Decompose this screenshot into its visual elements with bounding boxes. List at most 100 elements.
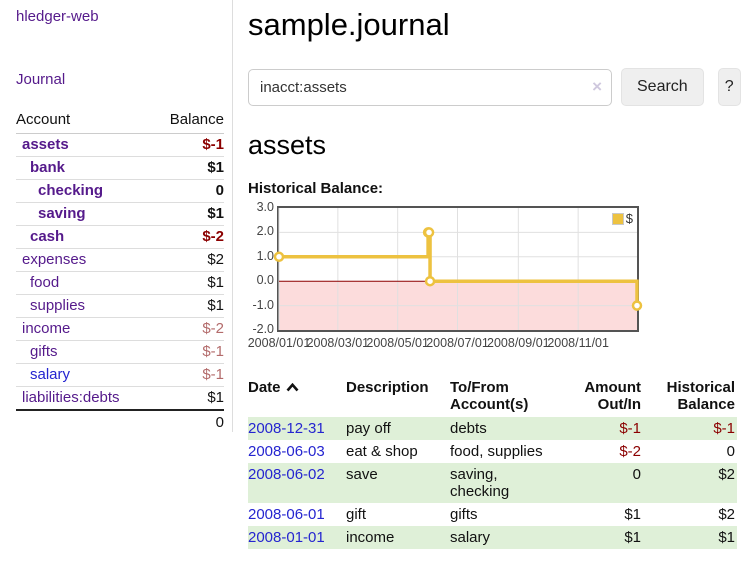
transaction-description: gift <box>346 506 367 523</box>
account-row: saving $1 <box>16 202 224 226</box>
date-column-header[interactable]: Date <box>248 377 346 417</box>
date-header-label: Date <box>248 379 281 396</box>
search-form: × Search ? <box>248 68 741 106</box>
balance-column-header: Balance <box>152 108 224 134</box>
account-balance: $1 <box>152 386 224 411</box>
transaction-accounts: salary <box>450 526 558 549</box>
account-row: bank $1 <box>16 156 224 180</box>
x-tick-label: 2008/11/01 <box>547 336 609 350</box>
transaction-date-link[interactable]: 2008-06-03 <box>248 443 325 460</box>
help-button[interactable]: ? <box>717 68 741 106</box>
amount-column-header: Amount Out/In <box>584 379 641 413</box>
accounts-total-row: 0 <box>16 410 224 434</box>
account-column-header: Account <box>16 108 153 134</box>
transactions-header-row: Date Description To/From Account(s) Amou… <box>248 377 737 417</box>
account-link[interactable]: cash <box>30 228 65 245</box>
y-tick-label: -1.0 <box>252 297 274 312</box>
account-balance: $1 <box>152 156 224 180</box>
journal-nav-link[interactable]: Journal <box>16 71 66 88</box>
transaction-description: eat & shop <box>346 443 418 460</box>
account-balance: $-1 <box>152 363 224 387</box>
x-tick-label: 2008/05/01 <box>366 336 429 350</box>
transaction-row: 2008-06-02 save saving, checking 0 $2 <box>248 463 737 503</box>
clear-search-icon[interactable]: × <box>592 76 602 96</box>
accounts-total: 0 <box>215 414 224 431</box>
transaction-amount: $-1 <box>558 417 643 440</box>
balance-column-header: Historical Balance <box>666 379 735 413</box>
x-tick-label: 2008/01/01 <box>247 336 311 350</box>
chart-title: Historical Balance: <box>248 180 384 197</box>
sort-ascending-icon <box>286 379 299 396</box>
account-row: food $1 <box>16 271 224 295</box>
transaction-date-cell: 2008-06-01 <box>248 503 346 526</box>
search-input[interactable] <box>248 68 612 106</box>
transaction-row: 2008-06-01 gift gifts $1 $2 <box>248 503 737 526</box>
y-tick-label: -2.0 <box>252 322 274 336</box>
accounts-header-row: Account Balance <box>16 108 224 134</box>
account-link[interactable]: checking <box>38 182 104 199</box>
account-balance: $-2 <box>152 317 224 341</box>
account-link[interactable]: income <box>22 320 71 337</box>
transaction-row: 2008-12-31 pay off debts $-1 $-1 <box>248 417 737 440</box>
legend-swatch-icon <box>611 212 624 225</box>
account-row: salary $-1 <box>16 363 224 387</box>
transaction-row: 2008-06-03 eat & shop food, supplies $-2 0 <box>248 440 737 463</box>
app-brand-link[interactable]: hledger-web <box>16 8 99 25</box>
account-balance: 0 <box>152 179 224 203</box>
transaction-date-cell: 2008-06-03 <box>248 440 346 463</box>
y-tick-label: 1.0 <box>256 248 274 263</box>
account-link[interactable]: supplies <box>30 297 86 314</box>
sidebar: hledger-web Journal Account Balance asse… <box>0 0 233 432</box>
account-link[interactable]: saving <box>38 205 86 222</box>
transaction-amount: $-2 <box>619 443 641 460</box>
data-point-marker <box>631 300 643 311</box>
transaction-accounts: food, supplies <box>450 443 543 460</box>
transactions-table: Date Description To/From Account(s) Amou… <box>248 377 737 549</box>
account-link[interactable]: assets <box>22 136 69 153</box>
account-balance: $-2 <box>152 225 224 249</box>
data-point-marker <box>273 251 285 263</box>
x-tick-label: 2008/09/01 <box>487 336 550 350</box>
account-row: checking 0 <box>16 179 224 203</box>
x-tick-label: 2008/07/01 <box>426 336 489 350</box>
transaction-balance: $-1 <box>643 417 737 440</box>
transaction-balance: $1 <box>643 526 737 549</box>
transaction-accounts: gifts <box>450 506 478 523</box>
accounts-column-header: To/From Account(s) <box>450 379 529 413</box>
transaction-amount: 0 <box>558 463 643 503</box>
data-point-marker <box>424 275 436 287</box>
account-link[interactable]: salary <box>30 366 71 383</box>
accounts-table: Account Balance assets $-1 bank $1 checking 0… <box>16 108 224 434</box>
transaction-description: pay off <box>346 417 450 440</box>
account-row: liabilities:debts $1 <box>16 386 224 411</box>
transaction-balance: $2 <box>643 463 737 503</box>
chart-plot: $ <box>273 206 643 332</box>
page-title: sample.journal <box>248 7 450 42</box>
account-link[interactable]: expenses <box>22 251 87 268</box>
x-tick-label: 2008/03/01 <box>306 336 370 350</box>
transaction-date-cell: 2008-06-02 <box>248 463 346 503</box>
transaction-date-link[interactable]: 2008-12-31 <box>248 420 325 437</box>
account-row: expenses $2 <box>16 248 224 272</box>
account-row: assets $-1 <box>16 133 224 157</box>
main-content: sample.journal × Search ? assets Histori… <box>247 0 741 549</box>
y-tick-label: 3.0 <box>256 200 274 214</box>
transaction-accounts: debts <box>450 417 558 440</box>
chart-legend: $ <box>610 211 634 226</box>
account-link[interactable]: gifts <box>30 343 58 360</box>
transaction-date-link[interactable]: 2008-01-01 <box>248 529 325 546</box>
account-balance: $-1 <box>152 133 224 157</box>
transaction-date-link[interactable]: 2008-06-01 <box>248 506 325 523</box>
transaction-date-cell: 2008-12-31 <box>248 417 346 440</box>
account-link[interactable]: food <box>30 274 60 291</box>
transaction-description: income <box>346 526 450 549</box>
account-link[interactable]: bank <box>30 159 66 176</box>
account-link[interactable]: liabilities:debts <box>22 389 120 406</box>
transaction-date-link[interactable]: 2008-06-02 <box>248 466 325 483</box>
transaction-balance: $2 <box>718 506 735 523</box>
y-tick-label: 2.0 <box>256 224 274 239</box>
search-button[interactable]: Search <box>621 68 704 106</box>
historical-balance-chart: 3.0 2.0 1.0 0.0 -1.0 -2.0 $ 2008/01/01 2008/03… <box>247 200 718 356</box>
account-balance: $-1 <box>152 340 224 364</box>
transaction-description: save <box>346 463 450 503</box>
